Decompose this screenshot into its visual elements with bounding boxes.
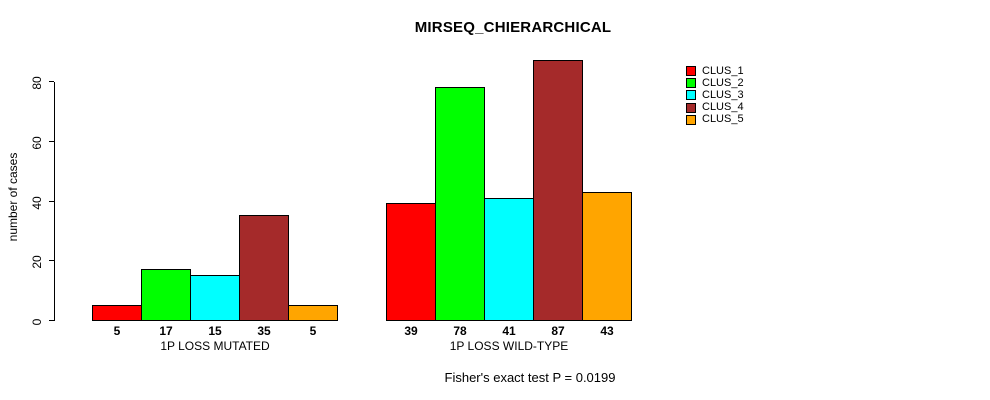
y-tick xyxy=(49,260,54,262)
y-tick xyxy=(49,320,54,321)
y-axis-line xyxy=(54,82,55,321)
y-tick-label-text: 60 xyxy=(30,136,44,150)
y-tick xyxy=(49,140,54,142)
chart-title: MIRSEQ_CHIERARCHICAL xyxy=(414,19,612,36)
legend-label: CLUS_4 xyxy=(702,101,744,114)
bar-clus_1-group2 xyxy=(386,203,436,321)
bar-value-label: 5 xyxy=(309,324,317,338)
bar-value-label: 87 xyxy=(551,324,565,338)
legend-swatch xyxy=(686,90,696,101)
legend-swatch xyxy=(686,114,696,125)
legend-label: CLUS_5 xyxy=(702,113,744,126)
y-tick xyxy=(49,81,54,82)
legend-item: CLUS_4 xyxy=(686,102,744,114)
bar-clus_1-group1 xyxy=(92,305,142,321)
group-label-1p-loss-wild-type: 1P LOSS WILD-TYPE xyxy=(449,339,569,353)
legend-swatch xyxy=(686,102,696,113)
bar-value-label: 15 xyxy=(208,324,222,338)
bar-value-label: 5 xyxy=(113,324,121,338)
bar-value-label: 78 xyxy=(453,324,467,338)
legend-swatch xyxy=(686,78,696,89)
legend-label: CLUS_1 xyxy=(702,64,744,77)
legend-item: CLUS_2 xyxy=(686,77,744,89)
legend-item: CLUS_5 xyxy=(686,114,744,126)
bar-clus_3-group1 xyxy=(190,275,240,321)
fisher-test-annotation: Fisher's exact test P = 0.0199 xyxy=(444,370,616,385)
bar-value-label: 39 xyxy=(404,324,418,338)
bar-clus_5-group1 xyxy=(288,305,338,321)
legend-item: CLUS_3 xyxy=(686,89,744,101)
legend-label: CLUS_3 xyxy=(702,88,744,101)
bar-value-label: 35 xyxy=(257,324,271,338)
bar-clus_5-group2 xyxy=(582,192,632,321)
legend: CLUS_1 CLUS_2 CLUS_3 CLUS_4 CLUS_5 xyxy=(686,65,744,126)
y-tick-label-text: 80 xyxy=(30,76,44,90)
legend-label: CLUS_2 xyxy=(702,76,744,89)
bar-clus_4-group2 xyxy=(533,60,583,321)
y-axis-title-text: number of cases xyxy=(6,152,20,242)
y-tick-label-text: 40 xyxy=(30,195,44,210)
bar-clus_2-group1 xyxy=(141,269,191,321)
bar-clus_4-group1 xyxy=(239,215,289,321)
y-tick-label-text: 20 xyxy=(30,255,44,269)
group-label-1p-loss-mutated: 1P LOSS MUTATED xyxy=(160,339,270,353)
bar-value-label: 17 xyxy=(159,324,173,338)
y-tick xyxy=(49,200,54,202)
y-tick-label-text: 0 xyxy=(30,318,44,326)
legend-swatch xyxy=(686,66,696,77)
bar-clus_2-group2 xyxy=(435,87,485,321)
bar-value-label: 41 xyxy=(502,324,516,338)
legend-item: CLUS_1 xyxy=(686,65,744,77)
bar-clus_3-group2 xyxy=(484,198,534,321)
bar-value-label: 43 xyxy=(600,324,614,338)
